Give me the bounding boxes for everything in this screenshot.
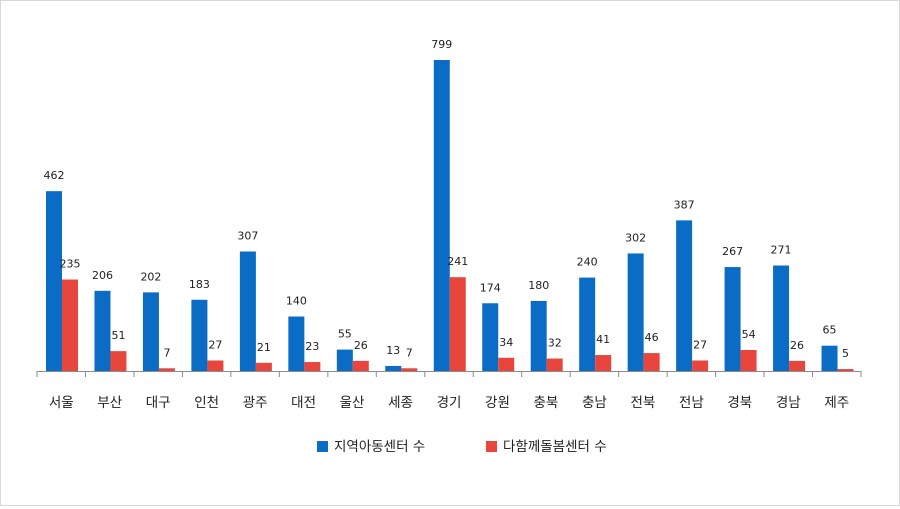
- category-label-대전: 대전: [291, 395, 316, 411]
- value-label-전남-series-1: 27: [693, 338, 707, 351]
- value-label-대구-series-0: 202: [140, 270, 161, 283]
- value-label-광주-series-0: 307: [237, 230, 258, 243]
- category-label-제주: 제주: [824, 395, 849, 411]
- bar-대전-series-1: [304, 362, 321, 371]
- category-label-경기: 경기: [437, 395, 462, 411]
- category-label-전북: 전북: [630, 395, 655, 411]
- category-labels-layer: 서울 부산 대구 인천 광주 대전 울산 세종 경기 강원 충북 충남 전북 전남 경북 경남 제주: [49, 395, 849, 411]
- bar-강원-series-1: [498, 357, 515, 371]
- bar-경기-series-1: [449, 277, 466, 371]
- category-label-부산: 부산: [97, 395, 122, 411]
- value-label-전북-series-0: 302: [625, 231, 646, 244]
- category-label-서울: 서울: [49, 395, 74, 411]
- value-label-대전-series-1: 23: [305, 340, 319, 353]
- bar-충남-series-1: [595, 355, 612, 371]
- bar-울산-series-1: [352, 360, 369, 371]
- bar-울산-series-0: [336, 349, 353, 371]
- bar-충북-series-1: [546, 358, 563, 371]
- value-label-부산-series-1: 51: [111, 329, 125, 342]
- bar-충남-series-0: [579, 277, 596, 371]
- bar-인천-series-1: [207, 360, 224, 371]
- bar-부산-series-0: [94, 290, 111, 371]
- value-label-강원-series-1: 34: [499, 336, 513, 349]
- value-label-울산-series-0: 55: [338, 328, 352, 341]
- value-label-광주-series-1: 21: [257, 341, 271, 354]
- value-label-경기-series-1: 241: [447, 255, 468, 268]
- bar-전북-series-1: [643, 353, 660, 371]
- bar-충북-series-0: [530, 300, 547, 371]
- bar-제주-series-0: [821, 345, 838, 371]
- legend-label-series-0: 지역아동센터 수: [334, 439, 425, 455]
- bar-광주-series-1: [255, 362, 272, 371]
- legend-swatch-series-0: [317, 441, 328, 452]
- value-label-인천-series-0: 183: [189, 278, 210, 291]
- category-label-인천: 인천: [194, 395, 219, 411]
- value-label-충북-series-1: 32: [548, 337, 562, 350]
- value-label-경북-series-1: 54: [742, 328, 756, 341]
- value-label-인천-series-1: 27: [208, 338, 222, 351]
- value-label-전남-series-0: 387: [674, 198, 695, 211]
- value-label-서울-series-1: 235: [60, 258, 81, 271]
- category-label-광주: 광주: [243, 395, 268, 411]
- bar-부산-series-1: [110, 351, 127, 371]
- value-label-강원-series-0: 174: [480, 281, 501, 294]
- category-label-울산: 울산: [340, 395, 365, 411]
- bar-서울-series-0: [46, 191, 62, 371]
- bar-대구-series-0: [142, 292, 159, 371]
- bar-서울-series-1: [62, 279, 78, 371]
- bar-전남-series-0: [676, 220, 693, 371]
- bar-강원-series-0: [482, 303, 499, 371]
- legend-label-series-1: 다함께돌봄센터 수: [503, 439, 607, 455]
- value-label-경남-series-0: 271: [771, 244, 792, 257]
- bar-전북-series-0: [627, 253, 644, 371]
- value-label-충남-series-1: 41: [596, 333, 610, 346]
- category-label-세종: 세종: [388, 395, 413, 411]
- value-label-충북-series-0: 180: [528, 279, 549, 292]
- category-label-충남: 충남: [582, 395, 607, 411]
- category-label-전남: 전남: [679, 395, 704, 411]
- bar-광주-series-0: [239, 251, 256, 371]
- bar-경북-series-0: [724, 267, 741, 371]
- value-label-대전-series-0: 140: [286, 295, 307, 308]
- value-label-부산-series-0: 206: [92, 269, 113, 282]
- bar-경남-series-1: [789, 360, 806, 371]
- bar-대전-series-0: [288, 316, 305, 371]
- legend: 지역아동센터 수 다함께돌봄센터 수: [317, 439, 607, 455]
- value-label-경남-series-1: 26: [790, 339, 804, 352]
- value-label-경기-series-0: 799: [431, 38, 452, 51]
- bar-경남-series-0: [773, 265, 790, 371]
- value-label-세종-series-1: 7: [406, 346, 413, 359]
- bar-경기-series-0: [433, 60, 450, 371]
- value-label-충남-series-0: 240: [577, 256, 598, 269]
- value-label-대구-series-1: 7: [163, 346, 170, 359]
- value-label-제주-series-1: 5: [842, 347, 849, 360]
- bar-경북-series-1: [740, 349, 757, 371]
- category-label-강원: 강원: [485, 395, 510, 411]
- legend-swatch-series-1: [486, 441, 497, 452]
- value-label-서울-series-0: 462: [44, 169, 65, 182]
- value-label-제주-series-0: 65: [823, 324, 837, 337]
- bar-세종-series-1: [401, 368, 418, 371]
- bar-대구-series-1: [158, 368, 175, 371]
- bars-layer: [46, 60, 854, 371]
- value-label-세종-series-0: 13: [386, 344, 400, 357]
- category-label-경남: 경남: [776, 395, 801, 411]
- bar-인천-series-0: [191, 299, 208, 371]
- x-axis: [36, 371, 862, 377]
- bar-전남-series-1: [692, 360, 709, 371]
- category-label-충북: 충북: [534, 395, 559, 411]
- value-label-울산-series-1: 26: [354, 339, 368, 352]
- category-label-대구: 대구: [146, 395, 171, 411]
- value-label-전북-series-1: 46: [645, 331, 659, 344]
- category-label-경북: 경북: [727, 395, 752, 411]
- bar-세종-series-0: [385, 365, 402, 371]
- value-label-경북-series-0: 267: [722, 245, 743, 258]
- bar-제주-series-1: [837, 369, 854, 371]
